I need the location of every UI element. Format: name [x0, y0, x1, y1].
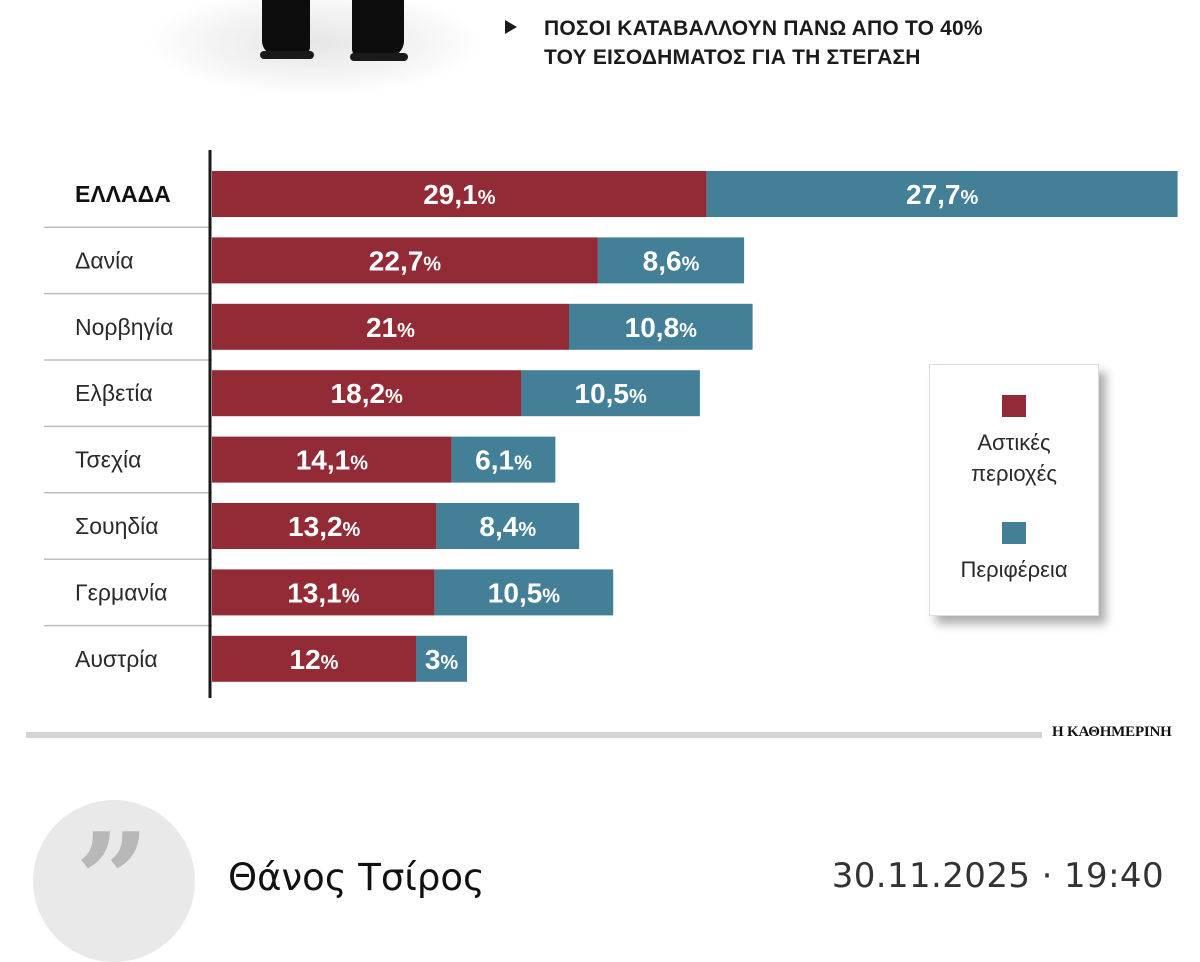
- bar-rural: [521, 370, 700, 417]
- legend-swatch-rural: [1002, 522, 1026, 544]
- legend-item-urban: Αστικές περιοχές: [930, 395, 1098, 489]
- chart-legend: Αστικές περιοχές Περιφέρεια: [929, 364, 1099, 616]
- bar-urban: [212, 303, 569, 350]
- category-label: ΕΛΛΑΔΑ: [75, 181, 171, 207]
- category-label: Ελβετία: [75, 380, 153, 406]
- bar-rural: [434, 569, 614, 616]
- legend-item-rural: Περιφέρεια: [930, 522, 1098, 585]
- chart-headline: ΠΟΣΟΙ ΚΑΤΑΒΑΛΛΟΥΝ ΠΑΝΩ ΑΠΟ ΤΟ 40% ΤΟΥ ΕΙ…: [505, 14, 1105, 72]
- legend-label-urban-line-1: Αστικές: [977, 430, 1051, 455]
- author-avatar[interactable]: ”: [33, 800, 195, 962]
- category-label: Γερμανία: [75, 579, 167, 605]
- footer-divider: [26, 732, 1042, 738]
- headline-line-2: ΤΟΥ ΕΙΣΟΔΗΜΑΤΟΣ ΓΙΑ ΤΗ ΣΤΕΓΑΣΗ: [544, 46, 921, 69]
- category-label: Δανία: [75, 247, 134, 273]
- bar-rural: [451, 436, 556, 483]
- legend-label-urban-line-2: περιοχές: [971, 461, 1057, 486]
- category-label: Τσεχία: [75, 447, 141, 473]
- bar-urban: [212, 503, 437, 549]
- data-label-rural: 6,1%: [475, 445, 532, 476]
- bar-urban: [212, 635, 416, 682]
- bar-urban: [212, 370, 522, 417]
- right-boot-image: [350, 0, 408, 61]
- category-label: Σουηδία: [75, 513, 159, 539]
- legend-swatch-urban: [1002, 395, 1026, 417]
- category-label: Νορβηγία: [75, 314, 173, 340]
- headline-line-1: ΠΟΣΟΙ ΚΑΤΑΒΑΛΛΟΥΝ ΠΑΝΩ ΑΠΟ ΤΟ 40%: [544, 17, 983, 40]
- triangle-bullet-icon: [505, 20, 517, 34]
- bar-urban: [212, 436, 452, 483]
- legend-label-rural: Περιφέρεια: [960, 557, 1068, 582]
- data-label-urban: 12%: [290, 644, 339, 675]
- author-name[interactable]: Θάνος Τσίρος: [228, 856, 485, 899]
- bar-rural: [597, 237, 745, 284]
- bar-rural: [436, 503, 580, 549]
- bar-urban: [212, 237, 598, 284]
- data-label-urban: 14,1%: [296, 445, 369, 476]
- category-label: Αυστρία: [75, 646, 158, 672]
- bar-rural: [569, 303, 753, 350]
- quote-icon: ”: [75, 804, 150, 957]
- bar-rural: [706, 171, 1178, 217]
- bar-rural: [416, 635, 467, 682]
- bar-urban: [212, 171, 707, 217]
- bar-urban: [212, 569, 435, 616]
- left-boot-image: [260, 0, 314, 59]
- photo-shadow: [150, 0, 480, 95]
- publish-datetime: 30.11.2025 · 19:40: [831, 856, 1164, 896]
- source-credit: Η ΚΑΘΗΜΕΡΙΝΗ: [1052, 724, 1172, 740]
- stacked-bar-chart: ΕΛΛΑΔΑ 29,1% 27,7%Δανία 22,7% 8,6%Νορβηγία 21…: [44, 150, 1178, 698]
